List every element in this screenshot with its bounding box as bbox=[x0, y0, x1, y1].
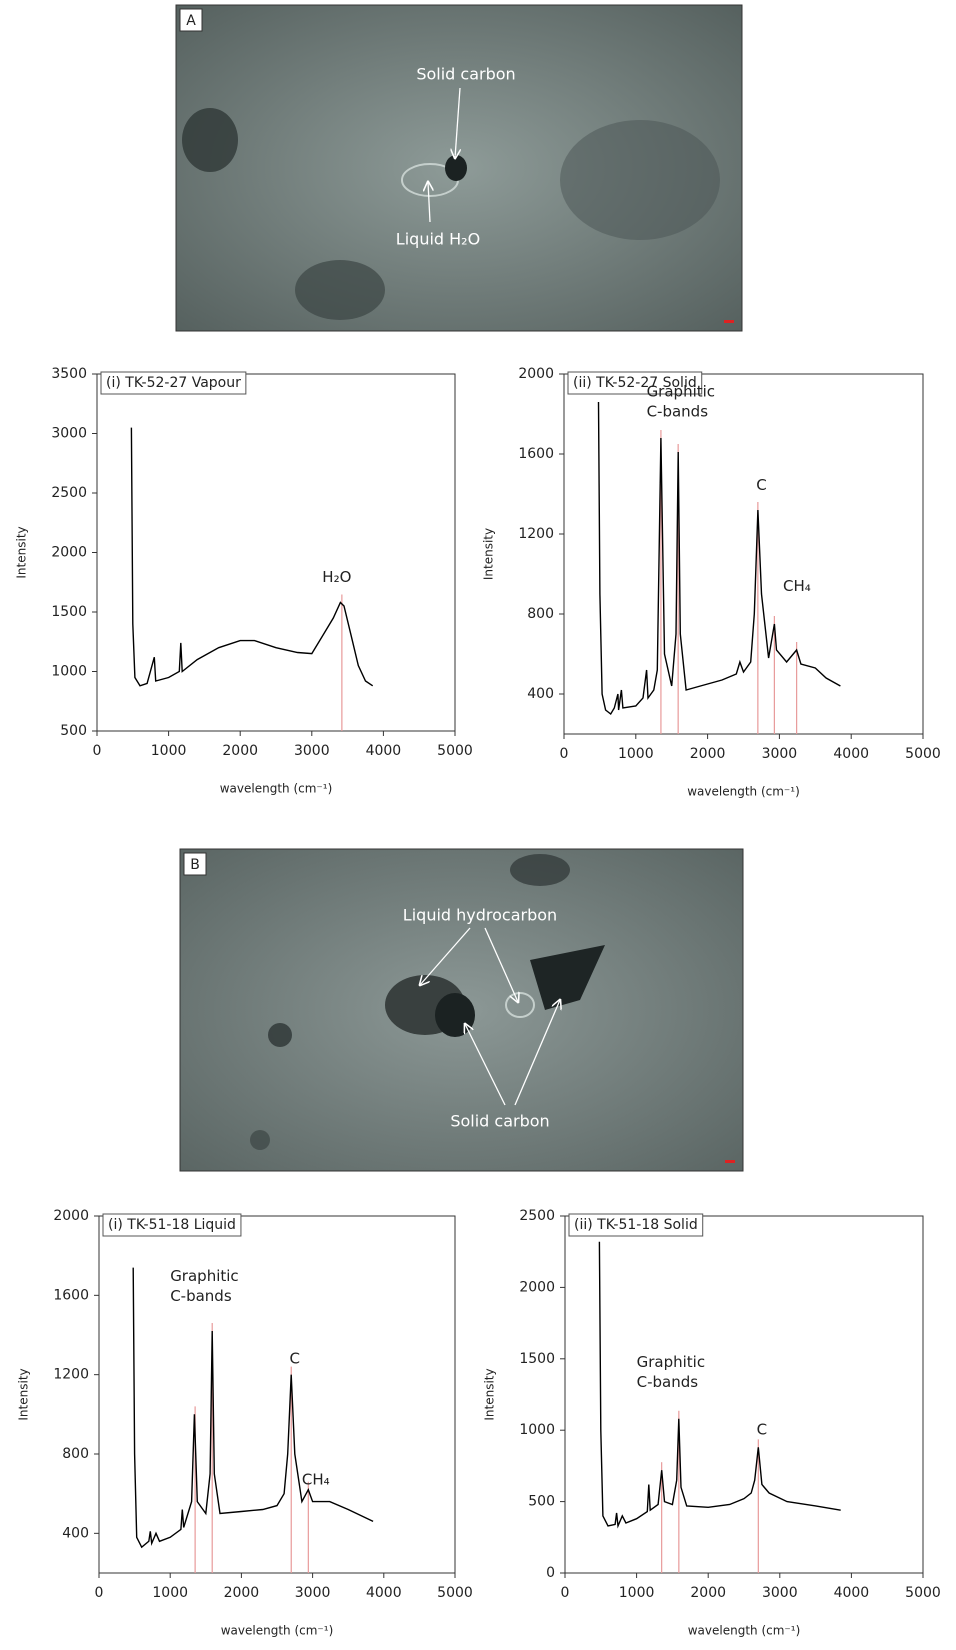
spectrum-line bbox=[598, 1241, 841, 1529]
x-axis-label: wavelength (cm⁻¹) bbox=[220, 782, 333, 796]
x-tick-label: 1000 bbox=[151, 743, 187, 759]
x-tick-label: 2000 bbox=[224, 1585, 260, 1601]
x-axis-label: wavelength (cm⁻¹) bbox=[688, 1624, 801, 1638]
annotation: CH₄ bbox=[302, 1471, 330, 1489]
spectrum-line bbox=[132, 1267, 374, 1549]
y-tick-label: 400 bbox=[527, 686, 554, 702]
x-tick-label: 3000 bbox=[294, 743, 330, 759]
x-tick-label: 2000 bbox=[690, 1585, 726, 1601]
annotation: Graphitic bbox=[647, 383, 715, 401]
y-tick-label: 400 bbox=[62, 1525, 89, 1541]
plot-frame bbox=[98, 1215, 456, 1574]
x-tick-label: 3000 bbox=[762, 746, 798, 762]
title-box bbox=[100, 371, 247, 395]
plot-frame bbox=[563, 373, 924, 735]
x-tick-label: 4000 bbox=[366, 743, 402, 759]
x-tick-label: 5000 bbox=[437, 1585, 473, 1601]
x-tick-label: 1000 bbox=[619, 1585, 655, 1601]
y-tick-label: 1000 bbox=[519, 1422, 555, 1438]
title-box bbox=[568, 1213, 704, 1237]
x-tick-label: 2000 bbox=[690, 746, 726, 762]
y-tick-label: 1600 bbox=[53, 1287, 89, 1303]
plot-frame bbox=[564, 1215, 924, 1574]
y-tick-label: 2500 bbox=[519, 1208, 555, 1224]
y-tick-label: 2000 bbox=[53, 1208, 89, 1224]
photo-annotation: Solid carbon bbox=[450, 1112, 549, 1131]
y-axis-label: Intensity bbox=[17, 1368, 31, 1420]
y-tick-label: 2000 bbox=[519, 1279, 555, 1295]
x-tick-label: 0 bbox=[95, 1585, 104, 1601]
x-tick-label: 0 bbox=[561, 1585, 570, 1601]
chart-title: (i) TK-51-18 Liquid bbox=[108, 1217, 236, 1233]
x-tick-label: 2000 bbox=[222, 743, 258, 759]
photo-annotation: Liquid H₂O bbox=[396, 230, 480, 249]
x-axis-label: wavelength (cm⁻¹) bbox=[687, 785, 800, 799]
annotation: C bbox=[756, 476, 766, 494]
title-box bbox=[567, 371, 703, 395]
spectrum-line bbox=[597, 401, 841, 716]
y-tick-label: 2000 bbox=[518, 366, 554, 382]
y-tick-label: 800 bbox=[527, 606, 554, 622]
x-tick-label: 5000 bbox=[905, 1585, 941, 1601]
annotation: C-bands bbox=[170, 1287, 232, 1305]
x-tick-label: 5000 bbox=[437, 743, 473, 759]
y-tick-label: 500 bbox=[60, 723, 87, 739]
y-tick-label: 1600 bbox=[518, 446, 554, 462]
y-tick-label: 1500 bbox=[51, 604, 87, 620]
y-tick-label: 1200 bbox=[53, 1367, 89, 1383]
annotation: C-bands bbox=[647, 403, 709, 421]
annotation: C bbox=[757, 1421, 767, 1439]
y-tick-label: 1200 bbox=[518, 526, 554, 542]
annotation: Graphitic bbox=[637, 1353, 705, 1371]
panel-label: A bbox=[186, 13, 196, 29]
x-tick-label: 1000 bbox=[618, 746, 654, 762]
chart-title: (i) TK-52-27 Vapour bbox=[106, 375, 241, 391]
photo-b: B Liquid hydrocarbon Solid carbon bbox=[179, 848, 744, 1172]
annotation: C-bands bbox=[637, 1373, 699, 1391]
y-tick-label: 1000 bbox=[51, 664, 87, 680]
x-tick-label: 1000 bbox=[152, 1585, 188, 1601]
photo-annotation: Liquid hydrocarbon bbox=[403, 906, 557, 925]
chart-title: (ii) TK-51-18 Solid bbox=[574, 1217, 698, 1233]
annotation: CH₄ bbox=[783, 577, 811, 595]
photo-annotation: Solid carbon bbox=[416, 65, 515, 84]
x-tick-label: 4000 bbox=[833, 746, 869, 762]
x-tick-label: 3000 bbox=[295, 1585, 331, 1601]
y-axis-label: Intensity bbox=[482, 528, 496, 580]
y-tick-label: 1500 bbox=[519, 1351, 555, 1367]
x-tick-label: 3000 bbox=[762, 1585, 798, 1601]
annotation: Graphitic bbox=[170, 1267, 238, 1285]
annotation: C bbox=[290, 1349, 300, 1367]
x-tick-label: 5000 bbox=[905, 746, 941, 762]
y-tick-label: 2000 bbox=[51, 545, 87, 561]
y-axis-label: Intensity bbox=[483, 1368, 497, 1420]
title-box bbox=[102, 1213, 242, 1237]
y-tick-label: 3500 bbox=[51, 366, 87, 382]
x-tick-label: 0 bbox=[560, 746, 569, 762]
chart-title: (ii) TK-52-27 Solid bbox=[573, 375, 697, 391]
spectrum-line bbox=[130, 427, 374, 687]
x-axis-label: wavelength (cm⁻¹) bbox=[221, 1624, 334, 1638]
x-tick-label: 0 bbox=[93, 743, 102, 759]
y-tick-label: 2500 bbox=[51, 485, 87, 501]
x-tick-label: 4000 bbox=[366, 1585, 402, 1601]
y-tick-label: 0 bbox=[546, 1565, 555, 1581]
panel-label: B bbox=[190, 857, 200, 873]
photo-a: A Solid carbon Liquid H₂O bbox=[175, 4, 743, 332]
x-tick-label: 4000 bbox=[834, 1585, 870, 1601]
y-tick-label: 800 bbox=[62, 1446, 89, 1462]
annotation: H₂O bbox=[322, 568, 351, 586]
plot-frame bbox=[96, 373, 456, 732]
y-tick-label: 500 bbox=[528, 1494, 555, 1510]
y-axis-label: Intensity bbox=[15, 526, 29, 578]
y-tick-label: 3000 bbox=[51, 426, 87, 442]
